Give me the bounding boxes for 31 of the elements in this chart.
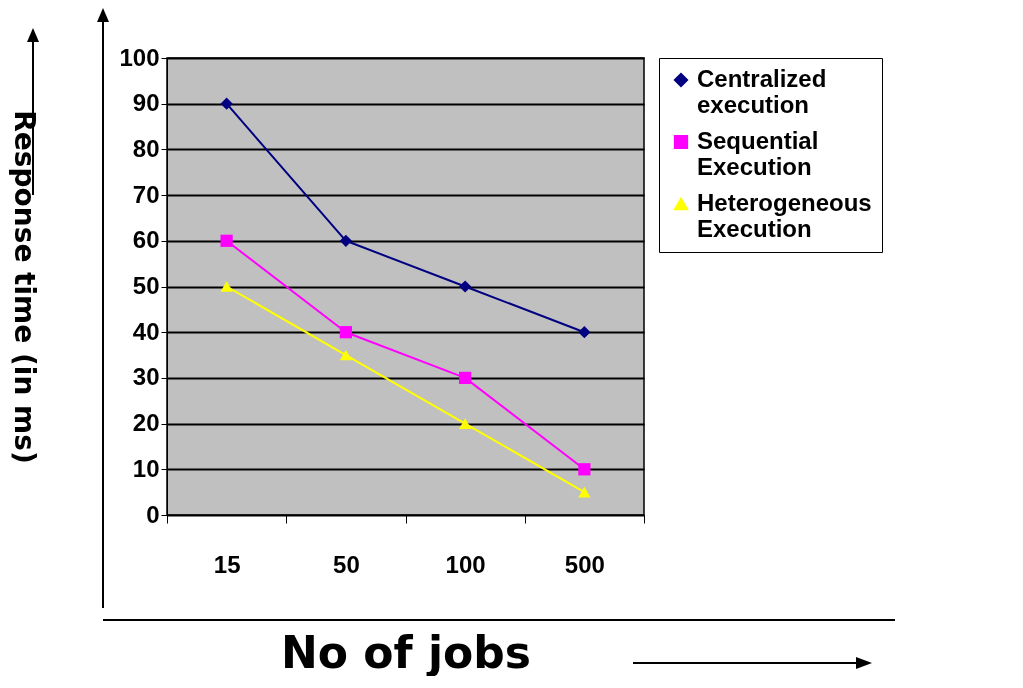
y-tick-label: 100 — [119, 43, 160, 71]
legend-label: Centralized execution — [697, 65, 827, 118]
y-tick-label: 70 — [132, 180, 160, 208]
y-tick-label: 0 — [146, 500, 160, 528]
point — [339, 326, 352, 339]
point — [578, 486, 591, 498]
legend-label: Sequential Execution — [697, 127, 819, 180]
x-tick-label: 15 — [213, 550, 241, 578]
y-tick-label: 10 — [132, 454, 160, 482]
point — [339, 234, 352, 247]
y-tick-label: 30 — [132, 363, 160, 391]
x-tick-label: 50 — [333, 550, 360, 578]
point — [459, 280, 472, 293]
x-tick-label: 500 — [564, 550, 605, 578]
point — [220, 281, 233, 292]
point — [459, 418, 472, 429]
y-tick-label: 40 — [132, 317, 160, 345]
y-axis-title: Response time (in ms) — [8, 110, 42, 464]
point — [220, 234, 233, 247]
legend-label: Heterogeneous Execution — [697, 189, 872, 242]
y-tick-label: 90 — [132, 89, 160, 117]
x-tick-label: 100 — [445, 550, 486, 578]
y-tick-label: 60 — [132, 226, 160, 254]
point — [578, 326, 591, 339]
point — [220, 97, 233, 110]
y-tick-label: 80 — [132, 134, 160, 162]
y-tick-label: 50 — [132, 272, 160, 299]
point — [339, 349, 352, 361]
point — [459, 371, 472, 385]
y-tick-label: 20 — [132, 409, 160, 437]
point — [578, 463, 591, 476]
